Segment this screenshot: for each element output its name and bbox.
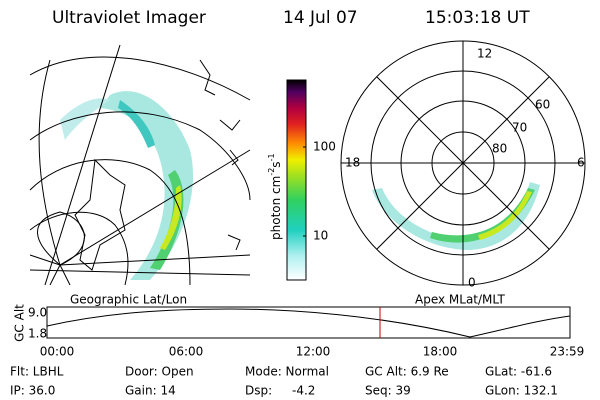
colorbar-unit2: s xyxy=(269,161,283,167)
footer-field: -4.2 xyxy=(292,384,315,398)
altitude-frame xyxy=(46,306,571,339)
altitude-label: GC Alt xyxy=(13,304,27,342)
footer-field: Flt: LBHL xyxy=(10,365,64,379)
colorbar-label: photon cm-2s-1 xyxy=(267,153,283,240)
altitude-curve xyxy=(46,308,571,338)
time-tick-label: 18:00 xyxy=(423,345,458,359)
lat-label: 70 xyxy=(512,121,527,135)
lat-label: 60 xyxy=(535,98,550,112)
footer-field: IP: 36.0 xyxy=(10,384,55,398)
date: 14 Jul 07 xyxy=(283,8,358,28)
footer-field: GLon: 132.1 xyxy=(485,384,558,398)
footer-field: GC Alt: 6.9 Re xyxy=(365,365,449,379)
time-tick-label: 23:59 xyxy=(550,345,585,359)
footer-field: Door: Open xyxy=(125,365,194,379)
footer-field: Dsp: xyxy=(245,384,272,398)
time: 15:03:18 UT xyxy=(425,8,530,28)
time-tick-label: 06:00 xyxy=(169,345,204,359)
polar-map xyxy=(340,40,586,286)
time-tick-label: 00:00 xyxy=(40,345,75,359)
footer-field: Seq: 39 xyxy=(365,384,411,398)
lat-label: 80 xyxy=(492,142,507,156)
colorbar-tick-label: 10 xyxy=(313,229,328,243)
map-label: Geographic Lat/Lon xyxy=(70,293,187,307)
altitude-tick-label: 9.0 xyxy=(28,306,47,320)
footer-field: GLat: -61.6 xyxy=(485,365,552,379)
colorbar-exp: -1 xyxy=(267,153,276,161)
colorbar xyxy=(286,79,307,281)
title: Ultraviolet Imager xyxy=(52,8,206,28)
geo-map xyxy=(29,44,251,286)
mlt-label: 12 xyxy=(477,47,492,61)
footer-field: Gain: 14 xyxy=(125,384,176,398)
footer-field: Mode: Normal xyxy=(245,365,329,379)
colorbar-exp: -2 xyxy=(267,168,276,176)
mlt-label: 18 xyxy=(345,156,360,170)
map-label: Apex MLat/MLT xyxy=(415,293,505,307)
mlt-label: 6 xyxy=(577,156,585,170)
altitude-tick-label: 1.8 xyxy=(28,327,47,341)
colorbar-unit: photon cm xyxy=(269,176,283,240)
colorbar-tick-label: 100 xyxy=(313,140,336,154)
time-tick-label: 12:00 xyxy=(296,345,331,359)
mlt-label: 0 xyxy=(468,276,476,290)
